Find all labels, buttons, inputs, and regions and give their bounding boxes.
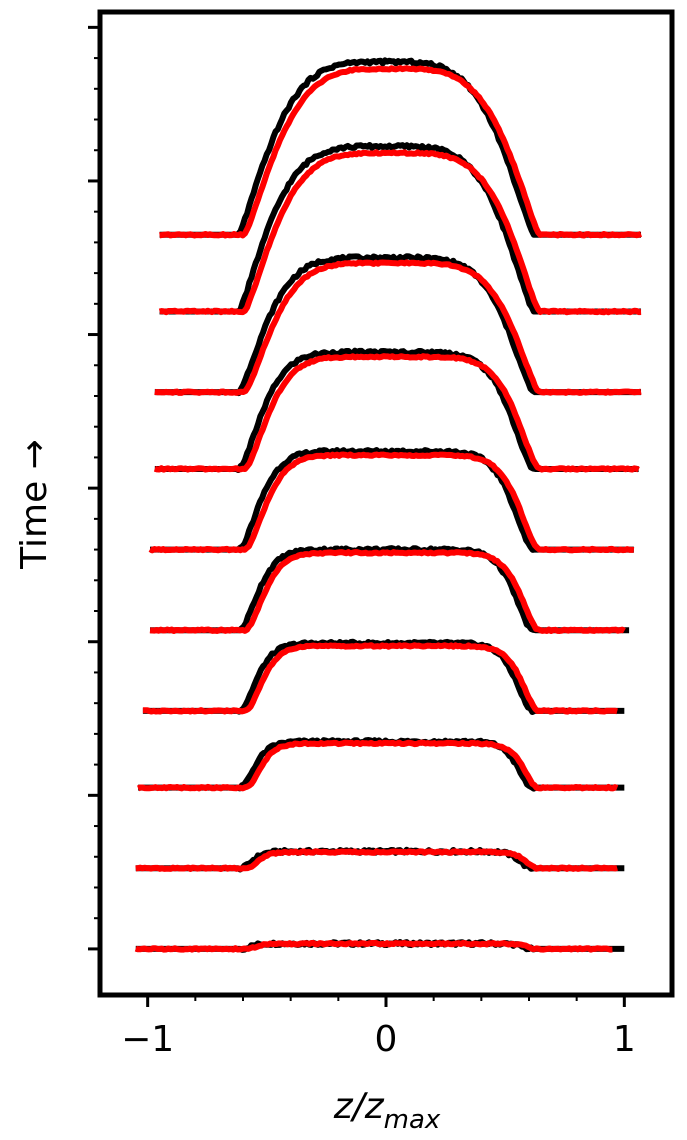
measured-profile-line <box>149 446 635 553</box>
measured-profile-line <box>142 638 626 716</box>
model-profile-line <box>149 549 626 634</box>
x-tick-label: 0 <box>375 1019 398 1060</box>
measured-profile-line <box>137 737 626 792</box>
model-profile-line <box>148 451 635 554</box>
x-axis-label-main: z/z <box>333 1086 385 1127</box>
y-ticks <box>88 25 100 951</box>
x-ticks: −1 0 1 <box>121 995 636 1060</box>
model-profile-line <box>137 739 619 792</box>
curves-group <box>134 57 642 953</box>
model-profile-line <box>158 65 642 239</box>
y-axis-label: Time → <box>14 439 55 570</box>
model-profile-line <box>134 848 618 873</box>
x-axis-label-subscript: max <box>384 1105 441 1135</box>
x-tick-label: −1 <box>121 1019 174 1060</box>
x-axis-label: z/zmax <box>333 1086 441 1135</box>
model-profile-line <box>154 259 642 396</box>
measured-profile-line <box>149 545 630 634</box>
model-profile-line <box>158 149 642 316</box>
x-tick-label: 1 <box>613 1019 636 1060</box>
model-profile-line <box>134 940 614 953</box>
model-profile-line <box>142 642 619 715</box>
measured-profile-line <box>154 253 642 397</box>
model-profile-line <box>153 353 640 473</box>
measured-profile-line <box>158 141 642 315</box>
plot-frame <box>97 9 675 998</box>
